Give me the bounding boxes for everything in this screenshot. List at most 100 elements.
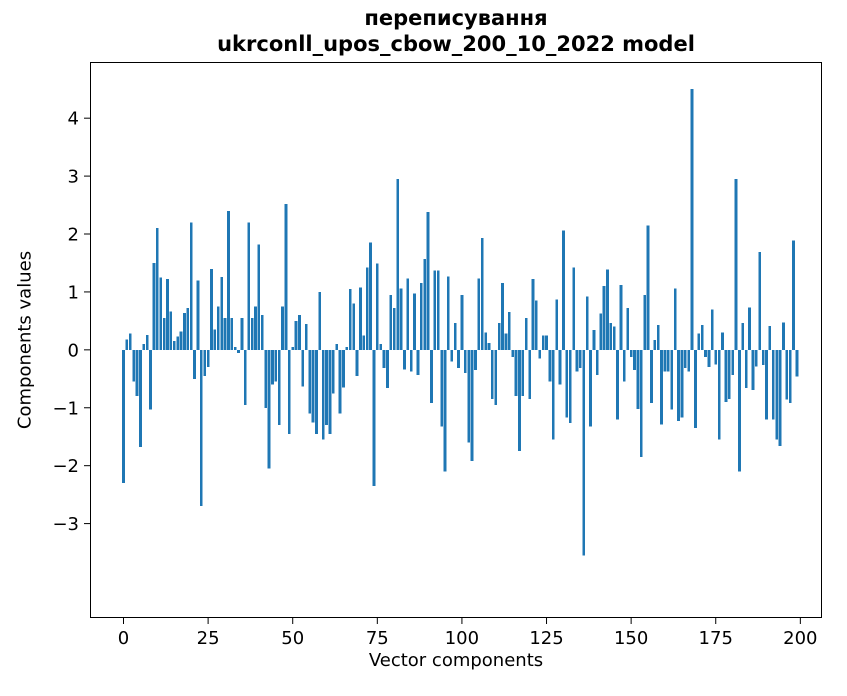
bar — [128, 333, 132, 350]
bar — [379, 344, 383, 350]
bar — [629, 349, 633, 357]
bar — [139, 349, 142, 448]
bar — [788, 349, 792, 404]
bar — [565, 349, 569, 418]
chart-title-model: ukrconll_upos_cbow_200_10_2022 model — [217, 32, 695, 56]
bar — [216, 306, 220, 350]
bar — [396, 178, 399, 350]
bar — [690, 89, 694, 350]
bar — [325, 349, 328, 426]
bar — [623, 349, 626, 382]
bar — [125, 339, 129, 350]
bar — [443, 349, 447, 472]
bar — [612, 326, 616, 350]
bar — [528, 349, 531, 400]
bar — [795, 349, 799, 377]
bar — [142, 344, 146, 350]
x-tick-label: 200 — [783, 628, 817, 649]
bar — [203, 349, 207, 376]
bar — [331, 349, 335, 394]
bar — [267, 349, 271, 469]
bar — [436, 270, 440, 350]
bar — [748, 307, 751, 350]
bar — [135, 349, 139, 397]
bar — [399, 288, 403, 350]
bar — [663, 349, 667, 372]
y-tick-label: 1 — [68, 282, 79, 303]
bar — [771, 349, 775, 420]
bar — [450, 349, 454, 362]
bar — [186, 308, 190, 350]
x-tick-label: 25 — [197, 628, 220, 649]
bar — [423, 258, 427, 350]
x-tick-label: 75 — [366, 628, 389, 649]
bar — [704, 349, 707, 357]
bar — [782, 322, 785, 350]
bar — [792, 240, 795, 350]
bar — [369, 242, 372, 350]
bar — [199, 349, 203, 507]
bar — [484, 332, 487, 350]
bar — [457, 349, 460, 368]
bar — [304, 323, 308, 350]
bar — [754, 349, 758, 367]
bar — [643, 294, 647, 350]
chart-title: переписування ukrconll_upos_cbow_200_10_… — [90, 5, 822, 57]
bar — [311, 349, 315, 423]
bar — [338, 349, 342, 414]
bar — [524, 317, 528, 350]
bar — [761, 349, 765, 365]
bar — [206, 349, 210, 368]
bar — [494, 349, 498, 405]
bar — [775, 349, 779, 440]
bar — [386, 349, 389, 389]
bar — [352, 303, 355, 350]
bar — [152, 262, 156, 350]
bar — [355, 349, 359, 376]
bar — [220, 276, 223, 350]
bar — [582, 349, 586, 556]
bar — [585, 296, 589, 350]
bar — [514, 349, 518, 397]
bar — [260, 315, 264, 350]
bar — [169, 311, 173, 350]
bar — [680, 349, 684, 418]
bar — [568, 349, 572, 423]
bar — [284, 203, 288, 350]
bar — [294, 320, 298, 350]
bar — [210, 268, 213, 350]
bar — [132, 349, 136, 382]
bar — [460, 294, 464, 350]
bar — [257, 244, 261, 350]
bar — [426, 212, 430, 350]
bar — [734, 178, 738, 350]
bar — [487, 342, 491, 350]
bar — [599, 313, 603, 350]
x-tick-label: 150 — [614, 628, 648, 649]
y-tick-label: −3 — [52, 514, 79, 535]
bar — [470, 349, 474, 462]
bar — [223, 317, 227, 350]
bar — [145, 334, 149, 350]
bar — [558, 349, 562, 385]
bar — [721, 332, 724, 350]
bar — [159, 277, 163, 350]
bar — [545, 335, 548, 350]
bar — [521, 349, 525, 397]
bar — [382, 349, 386, 368]
bar — [321, 349, 325, 440]
bar — [149, 349, 152, 410]
bar — [193, 349, 196, 379]
bar — [409, 349, 413, 372]
chart-title-word: переписування — [364, 6, 548, 30]
bar — [619, 284, 623, 350]
bar — [474, 349, 477, 371]
bar — [453, 323, 457, 350]
bar — [531, 279, 535, 350]
bar — [768, 326, 772, 350]
bar — [507, 312, 511, 350]
bar — [491, 349, 494, 400]
bar — [230, 317, 234, 350]
